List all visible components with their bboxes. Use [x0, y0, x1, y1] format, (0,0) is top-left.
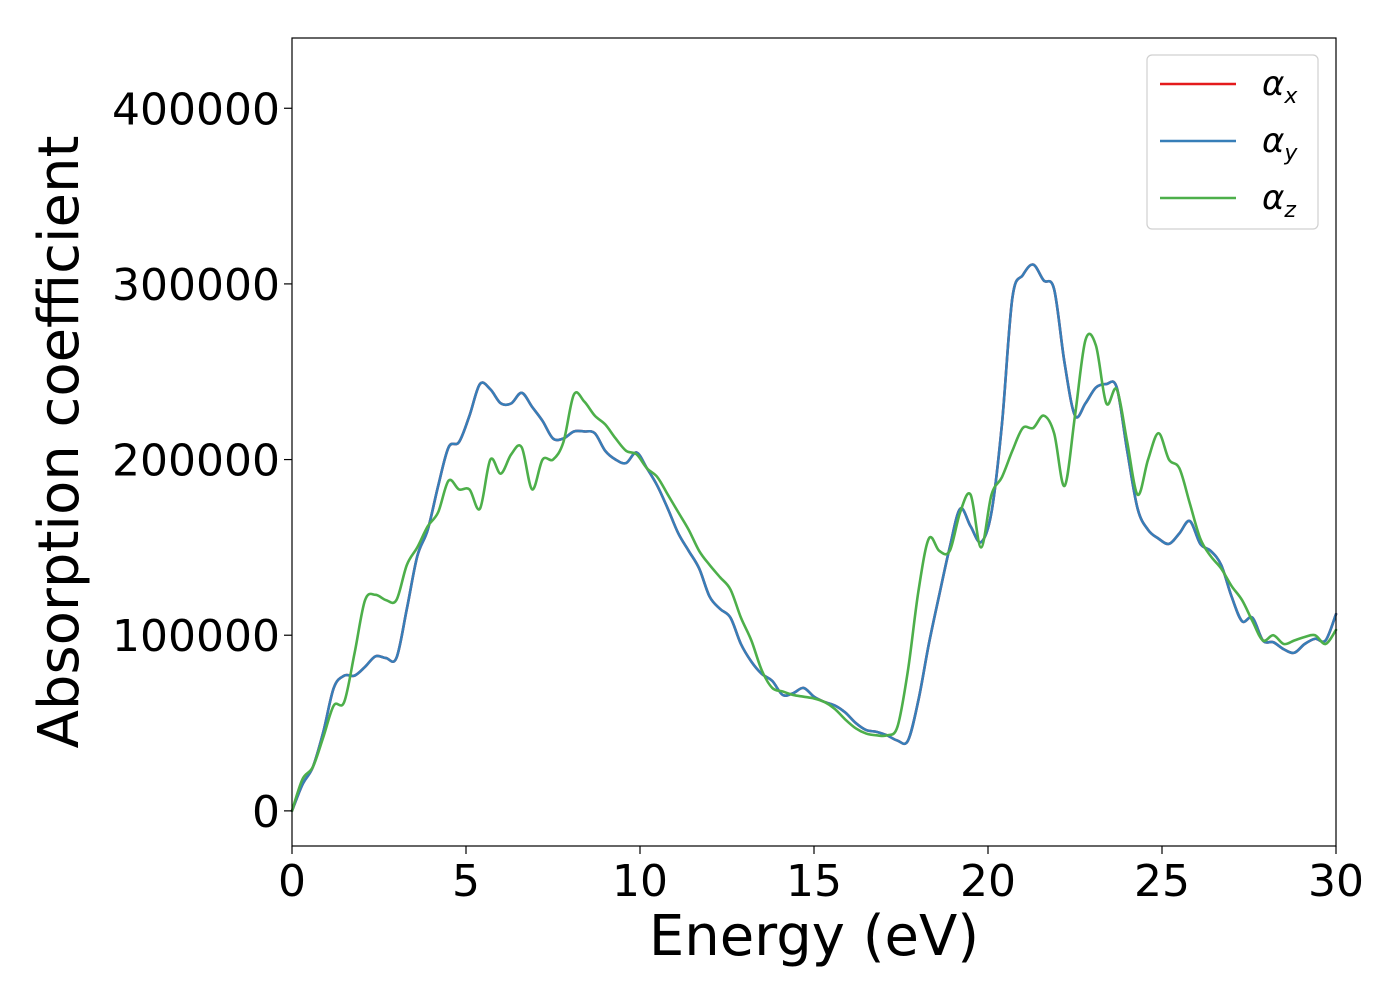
x-tick-label: 0 [278, 856, 306, 907]
y-tick-label: 0 [252, 787, 280, 838]
legend-entries: αx αy αz [1160, 64, 1298, 223]
legend-label-x: αx [1262, 64, 1298, 109]
x-tick-label: 15 [786, 856, 842, 907]
x-tick-label: 5 [452, 856, 480, 907]
x-tick-label: 10 [612, 856, 668, 907]
legend: αx αy αz [1146, 54, 1319, 230]
y-axis-ticks: 0 100000 200000 300000 400000 [112, 84, 292, 838]
legend-label-y: αy [1262, 121, 1298, 166]
x-tick-label: 25 [1134, 856, 1190, 907]
legend-label-z: αz [1262, 178, 1296, 223]
series-line-z [290, 332, 1338, 813]
x-axis-ticks: 0 5 10 15 20 25 30 [278, 846, 1364, 907]
y-axis-label: Absorption coefficient [27, 136, 92, 749]
y-tick-label: 300000 [112, 260, 280, 311]
y-tick-label: 200000 [112, 436, 280, 487]
x-tick-label: 20 [960, 856, 1016, 907]
x-tick-label: 30 [1308, 856, 1364, 907]
series-layer [290, 263, 1338, 813]
y-tick-label: 400000 [112, 84, 280, 135]
y-tick-label: 100000 [112, 611, 280, 662]
x-axis-label: Energy (eV) [649, 904, 979, 969]
